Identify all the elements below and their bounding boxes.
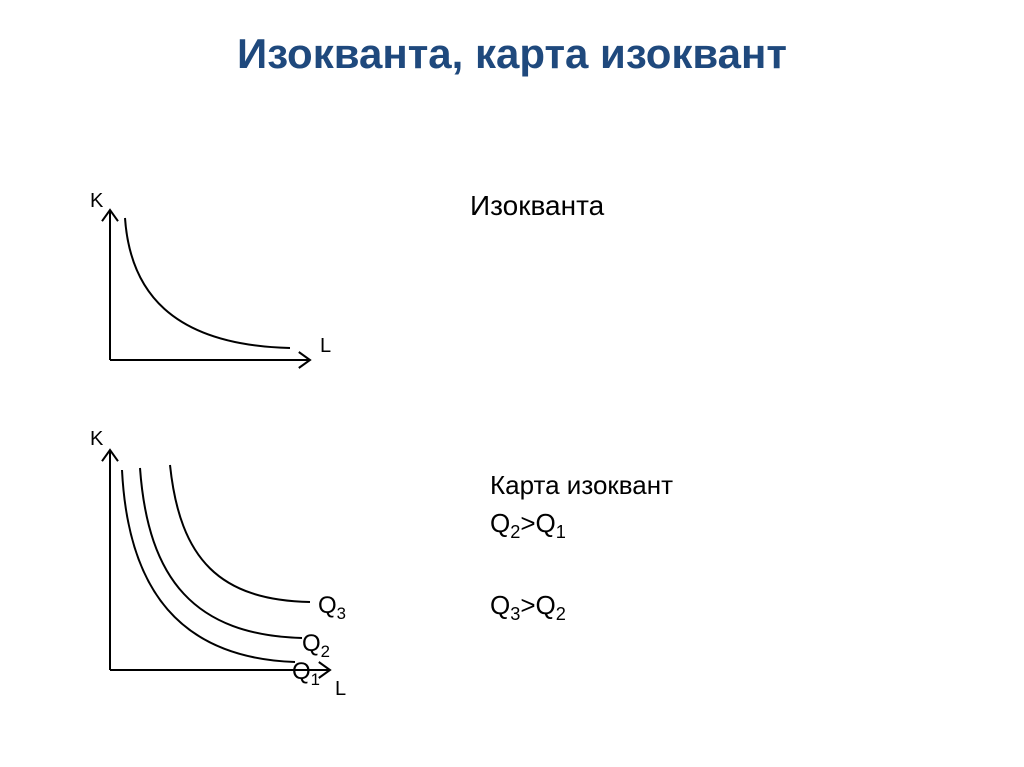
chart1-isoquant bbox=[80, 200, 340, 380]
chart2-caption-line3: Q3>Q2 bbox=[490, 590, 566, 625]
chart2-isoquant-map bbox=[80, 440, 380, 700]
chart1-caption: Изокванта bbox=[470, 190, 604, 222]
page-title: Изокванта, карта изоквант bbox=[0, 30, 1024, 78]
chart2-caption-line2: Q2>Q1 bbox=[490, 508, 566, 543]
chart2-caption-line1: Карта изоквант bbox=[490, 470, 673, 501]
